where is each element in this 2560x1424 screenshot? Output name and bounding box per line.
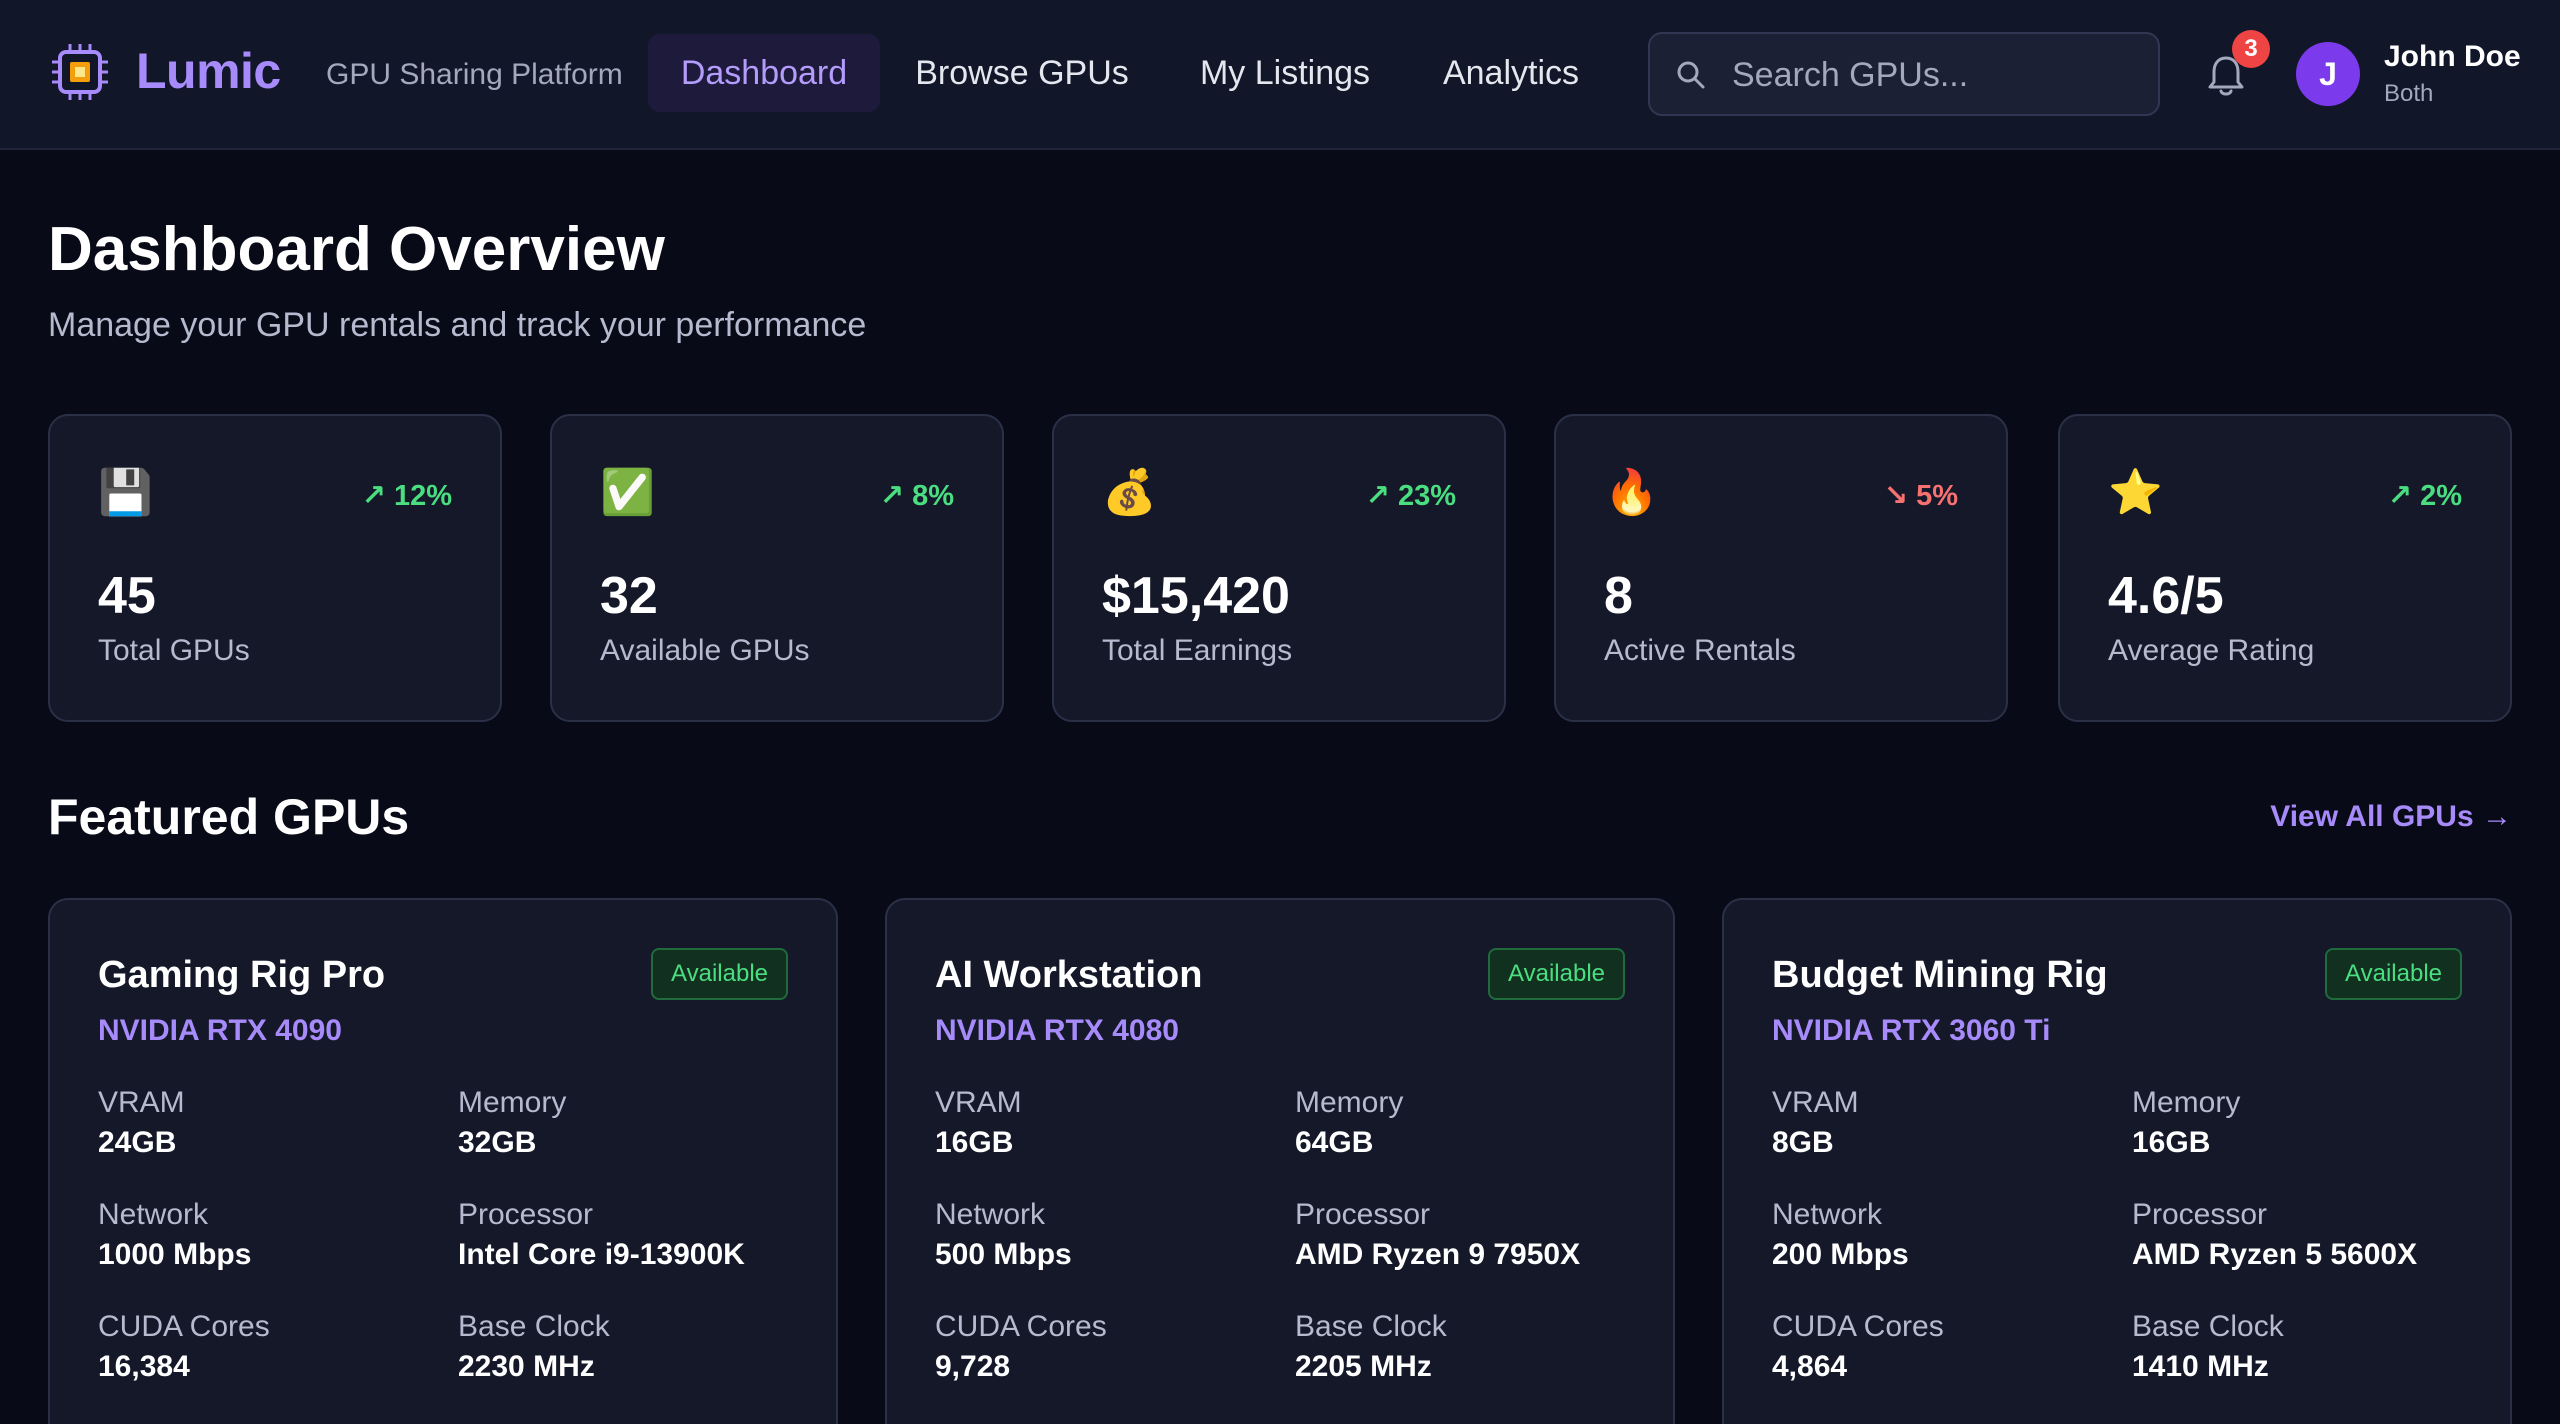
spec-label-vram: VRAM	[1772, 1086, 1859, 1119]
spec-value-base-clock: 2230 MHz	[458, 1350, 595, 1383]
spec-value-vram: 8GB	[1772, 1126, 1834, 1159]
spec-value-base-clock: 1410 MHz	[2132, 1350, 2269, 1383]
spec-value-base-clock: 2205 MHz	[1295, 1350, 1432, 1383]
spec-value-network: 1000 Mbps	[98, 1238, 252, 1271]
money-bag-icon: 💰	[1102, 467, 1157, 518]
spec-label-cuda-cores: CUDA Cores	[935, 1310, 1107, 1343]
stat-label: Total GPUs	[98, 634, 250, 667]
stat-card-available-gpus: ✅ ↗ 8% 32 Available GPUs	[550, 414, 1004, 722]
brand-name[interactable]: Lumic	[136, 43, 281, 99]
stat-label: Average Rating	[2108, 634, 2315, 667]
spec-value-processor: AMD Ryzen 5 5600X	[2132, 1238, 2418, 1271]
page-title: Dashboard Overview	[48, 215, 665, 284]
user-role: Both	[2384, 80, 2434, 107]
gpu-card-ai-workstation[interactable]: AI Workstation NVIDIA RTX 4080 Available…	[885, 898, 1675, 1424]
spec-label-processor: Processor	[2132, 1198, 2268, 1231]
gpu-model: NVIDIA RTX 4090	[98, 1014, 342, 1047]
stat-card-average-rating: ⭐ ↗ 2% 4.6/5 Average Rating	[2058, 414, 2512, 722]
notification-count-badge: 3	[2232, 30, 2270, 68]
status-badge: Available	[1488, 948, 1625, 1000]
page-subtitle: Manage your GPU rentals and track your p…	[48, 306, 867, 344]
floppy-disk-icon: 💾	[98, 467, 153, 518]
nav-analytics[interactable]: Analytics	[1442, 53, 1580, 92]
gpu-card-budget-mining-rig[interactable]: Budget Mining Rig NVIDIA RTX 3060 Ti Ava…	[1722, 898, 2512, 1424]
top-navigation-bar: Lumic GPU Sharing Platform Dashboard Bro…	[0, 0, 2560, 150]
search-icon	[1677, 61, 1705, 89]
spec-label-base-clock: Base Clock	[1295, 1310, 1447, 1343]
spec-label-memory: Memory	[2132, 1086, 2241, 1119]
star-icon: ⭐	[2108, 467, 2163, 518]
spec-value-vram: 24GB	[98, 1126, 177, 1159]
stat-value: 45	[98, 567, 156, 625]
gpu-model: NVIDIA RTX 4080	[935, 1014, 1179, 1047]
stat-card-total-gpus: 💾 ↗ 12% 45 Total GPUs	[48, 414, 502, 722]
spec-label-network: Network	[1772, 1198, 1883, 1231]
stat-trend: ↗ 8%	[879, 480, 954, 512]
spec-label-cuda-cores: CUDA Cores	[98, 1310, 270, 1343]
bell-icon[interactable]	[2206, 54, 2246, 98]
chip-logo-icon	[52, 44, 108, 100]
spec-value-memory: 16GB	[2132, 1126, 2211, 1159]
nav-my-listings[interactable]: My Listings	[1199, 53, 1371, 92]
search-input[interactable]	[1732, 52, 2142, 98]
spec-label-base-clock: Base Clock	[2132, 1310, 2284, 1343]
spec-label-processor: Processor	[458, 1198, 594, 1231]
stat-value: $15,420	[1102, 567, 1290, 625]
stat-trend: ↗ 2%	[2387, 480, 2462, 512]
spec-label-network: Network	[935, 1198, 1046, 1231]
stat-value: 4.6/5	[2108, 567, 2224, 625]
spec-value-processor: AMD Ryzen 9 7950X	[1295, 1238, 1581, 1271]
spec-value-memory: 64GB	[1295, 1126, 1374, 1159]
spec-value-vram: 16GB	[935, 1126, 1014, 1159]
spec-value-network: 200 Mbps	[1772, 1238, 1909, 1271]
gpu-name: AI Workstation	[935, 954, 1203, 996]
view-all-gpus-link[interactable]: View All GPUs →	[2270, 800, 2512, 833]
spec-label-vram: VRAM	[935, 1086, 1022, 1119]
stat-trend: ↗ 23%	[1365, 480, 1456, 512]
stat-trend: ↘ 5%	[1883, 480, 1958, 512]
spec-value-memory: 32GB	[458, 1126, 537, 1159]
status-badge: Available	[651, 948, 788, 1000]
spec-label-processor: Processor	[1295, 1198, 1431, 1231]
stat-label: Available GPUs	[600, 634, 810, 667]
stat-card-total-earnings: 💰 ↗ 23% $15,420 Total Earnings	[1052, 414, 1506, 722]
gpu-name: Gaming Rig Pro	[98, 954, 386, 996]
user-name[interactable]: John Doe	[2384, 40, 2521, 73]
status-badge: Available	[2325, 948, 2462, 1000]
spec-value-processor: Intel Core i9-13900K	[458, 1238, 745, 1271]
stat-value: 8	[1604, 567, 1633, 625]
brand-tagline: GPU Sharing Platform	[326, 58, 623, 91]
spec-label-memory: Memory	[1295, 1086, 1404, 1119]
spec-label-base-clock: Base Clock	[458, 1310, 610, 1343]
featured-gpus-title: Featured GPUs	[48, 789, 410, 845]
nav-dashboard[interactable]: Dashboard	[648, 34, 880, 112]
spec-value-cuda-cores: 9,728	[935, 1350, 1011, 1383]
spec-value-cuda-cores: 4,864	[1772, 1350, 1848, 1383]
stat-card-active-rentals: 🔥 ↘ 5% 8 Active Rentals	[1554, 414, 2008, 722]
stat-value: 32	[600, 567, 658, 625]
spec-value-cuda-cores: 16,384	[98, 1350, 190, 1383]
gpu-model: NVIDIA RTX 3060 Ti	[1772, 1014, 2051, 1047]
spec-label-memory: Memory	[458, 1086, 567, 1119]
fire-icon: 🔥	[1604, 467, 1659, 518]
gpu-name: Budget Mining Rig	[1772, 954, 2108, 996]
stat-trend: ↗ 12%	[361, 480, 452, 512]
check-mark-icon: ✅	[600, 467, 655, 518]
spec-value-network: 500 Mbps	[935, 1238, 1072, 1271]
spec-label-network: Network	[98, 1198, 209, 1231]
spec-label-vram: VRAM	[98, 1086, 185, 1119]
nav-browse-gpus[interactable]: Browse GPUs	[915, 53, 1129, 92]
search-box[interactable]	[1648, 32, 2160, 116]
stat-label: Total Earnings	[1102, 634, 1293, 667]
gpu-card-gaming-rig-pro[interactable]: Gaming Rig Pro NVIDIA RTX 4090 Available…	[48, 898, 838, 1424]
stat-label: Active Rentals	[1604, 634, 1796, 667]
user-avatar[interactable]: J	[2296, 42, 2360, 106]
spec-label-cuda-cores: CUDA Cores	[1772, 1310, 1944, 1343]
